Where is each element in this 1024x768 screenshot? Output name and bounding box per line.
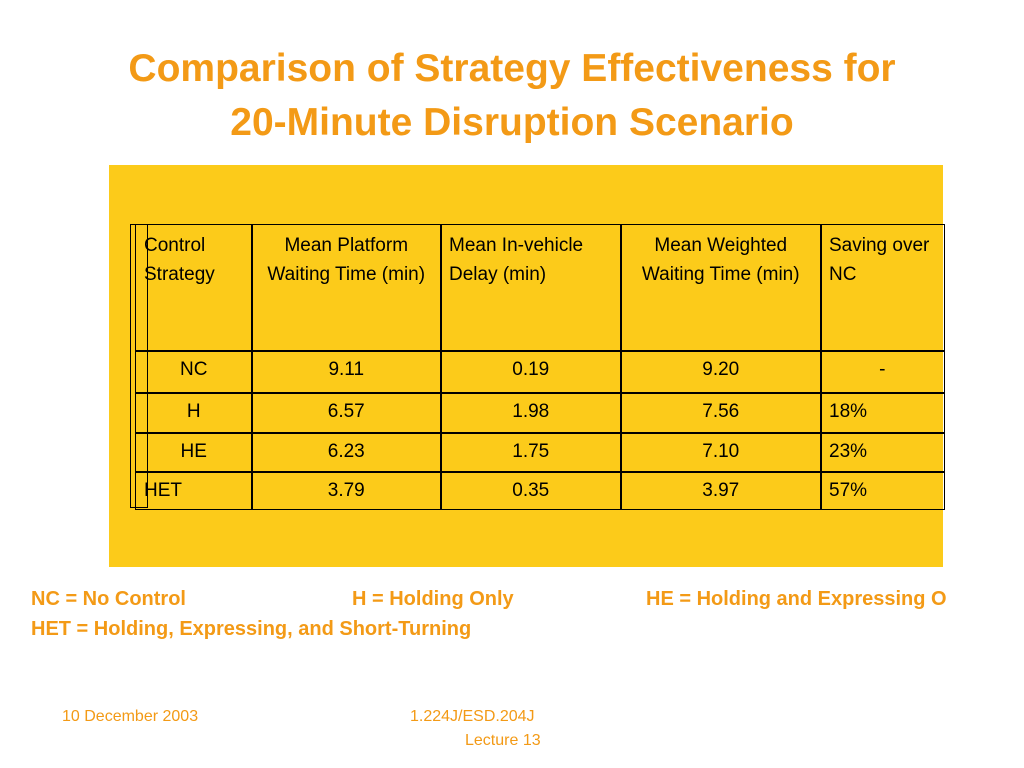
legend-item: H = Holding Only: [352, 588, 514, 610]
title-line: Comparison of Strategy Effectiveness for: [128, 47, 896, 90]
table-cell: H: [135, 392, 253, 434]
table-cell: 0.19: [440, 350, 622, 394]
table-cell: 7.56: [620, 392, 822, 434]
header-cell: Mean Platform Waiting Time (min): [251, 224, 442, 352]
table-cell: -: [820, 350, 945, 394]
table-cell: 23%: [820, 432, 945, 473]
table-cell: 9.20: [620, 350, 822, 394]
table-cell: 3.79: [251, 471, 442, 510]
table-cell: 6.57: [251, 392, 442, 434]
table-cell: 57%: [820, 471, 945, 510]
header-cell: Control Strategy: [135, 224, 253, 352]
header-cell: Mean In-vehicle Delay (min): [440, 224, 622, 352]
header-cell: Mean Weighted Waiting Time (min): [620, 224, 822, 352]
table-panel: [109, 165, 943, 567]
title-line: 20-Minute Disruption Scenario: [230, 101, 794, 144]
footer-lecture: Lecture 13: [465, 732, 541, 749]
legend-item: HE = Holding and Expressing O: [646, 588, 947, 610]
footer-course: 1.224J/ESD.204J: [410, 708, 535, 725]
table-cell: 3.97: [620, 471, 822, 510]
table-cell: NC: [135, 350, 253, 394]
table-cell: HET: [135, 471, 253, 510]
legend-item: NC = No Control: [31, 588, 186, 610]
table-cell: 1.98: [440, 392, 622, 434]
header-cell: Saving over NC: [820, 224, 945, 352]
table-cell: 18%: [820, 392, 945, 434]
table-cell: 9.11: [251, 350, 442, 394]
footer-date: 10 December 2003: [62, 708, 199, 725]
table-cell: 6.23: [251, 432, 442, 473]
table-cell: HE: [135, 432, 253, 473]
table-cell: 1.75: [440, 432, 622, 473]
table-cell: 7.10: [620, 432, 822, 473]
legend-item: HET = Holding, Expressing, and Short-Tur…: [31, 618, 472, 640]
table-cell: 0.35: [440, 471, 622, 510]
